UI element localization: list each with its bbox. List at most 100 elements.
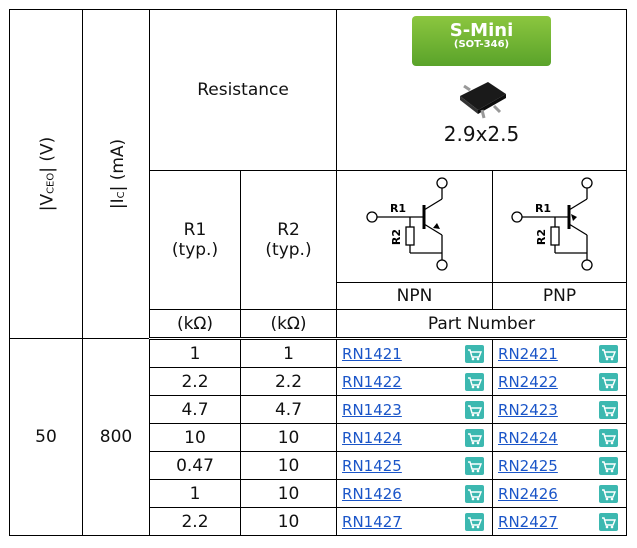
page: |VCEO| (V) |IC| (mA) Resistance S-Mini(S… (0, 0, 637, 548)
r1-header: R1(typ.) (150, 171, 241, 310)
part-cell: RN1421 (337, 339, 493, 368)
part-link[interactable]: RN1425 (342, 457, 402, 475)
part-wrap: RN2423 (493, 401, 626, 419)
ic-header: |IC| (mA) (83, 10, 150, 339)
part-cell: RN2421 (493, 339, 627, 368)
part-wrap: RN2425 (493, 457, 626, 475)
circuit-diagram: R1 R2 (505, 177, 615, 277)
r1-cell: 1 (150, 339, 241, 368)
part-link[interactable]: RN2421 (498, 345, 558, 363)
r2-cell: 4.7 (241, 396, 337, 424)
r1-label: R1 (389, 202, 405, 215)
part-link[interactable]: RN2423 (498, 401, 558, 419)
part-link[interactable]: RN2426 (498, 485, 558, 503)
text: |V (37, 194, 57, 211)
text: | (mA) (108, 139, 128, 192)
r1-label: R1 (534, 202, 550, 215)
text: |I (108, 198, 128, 209)
part-wrap: RN1422 (337, 373, 492, 391)
ic-cell: 800 (83, 339, 150, 536)
text: | (V) (37, 137, 57, 173)
cart-icon[interactable] (465, 513, 484, 531)
resistance-header: Resistance (150, 10, 337, 171)
part-wrap: RN1426 (337, 485, 492, 503)
r1-cell: 4.7 (150, 396, 241, 424)
cart-icon[interactable] (599, 429, 618, 447)
part-wrap: RN1424 (337, 429, 492, 447)
r1-cell: 2.2 (150, 368, 241, 396)
cart-icon[interactable] (465, 457, 484, 475)
part-link[interactable]: RN1422 (342, 373, 402, 391)
part-link[interactable]: RN1421 (342, 345, 402, 363)
part-cell: RN1424 (337, 424, 493, 452)
part-cell: RN2426 (493, 480, 627, 508)
part-number-header: Part Number (337, 310, 627, 339)
text: (typ.) (241, 240, 336, 260)
r2-unit: (kΩ) (241, 310, 337, 339)
part-link[interactable]: RN2424 (498, 429, 558, 447)
r2-cell: 10 (241, 480, 337, 508)
text: CEO (45, 173, 56, 194)
cart-icon[interactable] (465, 429, 484, 447)
vceo-header: |VCEO| (V) (10, 10, 83, 339)
product-table: |VCEO| (V) |IC| (mA) Resistance S-Mini(S… (9, 9, 627, 536)
cart-icon[interactable] (599, 345, 618, 363)
cart-icon[interactable] (465, 485, 484, 503)
part-link[interactable]: RN1423 (342, 401, 402, 419)
part-link[interactable]: RN2427 (498, 513, 558, 531)
part-cell: RN1426 (337, 480, 493, 508)
r1-unit: (kΩ) (150, 310, 241, 339)
part-link[interactable]: RN1426 (342, 485, 402, 503)
npn-circuit: R1 R2 (337, 171, 493, 283)
cart-icon[interactable] (599, 373, 618, 391)
part-cell: RN2424 (493, 424, 627, 452)
package-size: 2.9x2.5 (337, 122, 626, 146)
cart-icon[interactable] (465, 373, 484, 391)
part-wrap: RN1423 (337, 401, 492, 419)
r2-label: R2 (390, 228, 403, 244)
part-cell: RN1422 (337, 368, 493, 396)
cart-icon[interactable] (599, 457, 618, 475)
part-cell: RN2425 (493, 452, 627, 480)
part-wrap: RN1425 (337, 457, 492, 475)
text: S-Mini (412, 22, 551, 40)
text: (SOT-346) (412, 40, 551, 50)
part-wrap: RN1427 (337, 513, 492, 531)
cart-icon[interactable] (465, 345, 484, 363)
circuit-diagram: R1 R2 (360, 177, 470, 277)
r2-header: R2(typ.) (241, 171, 337, 310)
pnp-header: PNP (493, 283, 627, 310)
part-link[interactable]: RN1427 (342, 513, 402, 531)
part-cell: RN1423 (337, 396, 493, 424)
part-cell: RN2427 (493, 508, 627, 536)
part-link[interactable]: RN2422 (498, 373, 558, 391)
package-badge: S-Mini(SOT-346) (412, 16, 551, 66)
part-wrap: RN1421 (337, 345, 492, 363)
cart-icon[interactable] (465, 401, 484, 419)
part-cell: RN2423 (493, 396, 627, 424)
cart-icon[interactable] (599, 485, 618, 503)
part-link[interactable]: RN1424 (342, 429, 402, 447)
r2-cell: 2.2 (241, 368, 337, 396)
text: (typ.) (150, 240, 240, 260)
package-cell: S-Mini(SOT-346) 2.9x2.5 (337, 10, 627, 171)
r1-cell: 0.47 (150, 452, 241, 480)
npn-header: NPN (337, 283, 493, 310)
cart-icon[interactable] (599, 513, 618, 531)
r2-cell: 10 (241, 424, 337, 452)
cart-icon[interactable] (599, 401, 618, 419)
r2-cell: 10 (241, 508, 337, 536)
chip-image (442, 72, 522, 122)
pnp-circuit: R1 R2 (493, 171, 627, 283)
part-wrap: RN2427 (493, 513, 626, 531)
part-wrap: RN2422 (493, 373, 626, 391)
vceo-cell: 50 (10, 339, 83, 536)
part-cell: RN1425 (337, 452, 493, 480)
part-cell: RN1427 (337, 508, 493, 536)
text: C (116, 191, 127, 198)
r1-cell: 1 (150, 480, 241, 508)
r2-cell: 1 (241, 339, 337, 368)
part-link[interactable]: RN2425 (498, 457, 558, 475)
r1-cell: 10 (150, 424, 241, 452)
